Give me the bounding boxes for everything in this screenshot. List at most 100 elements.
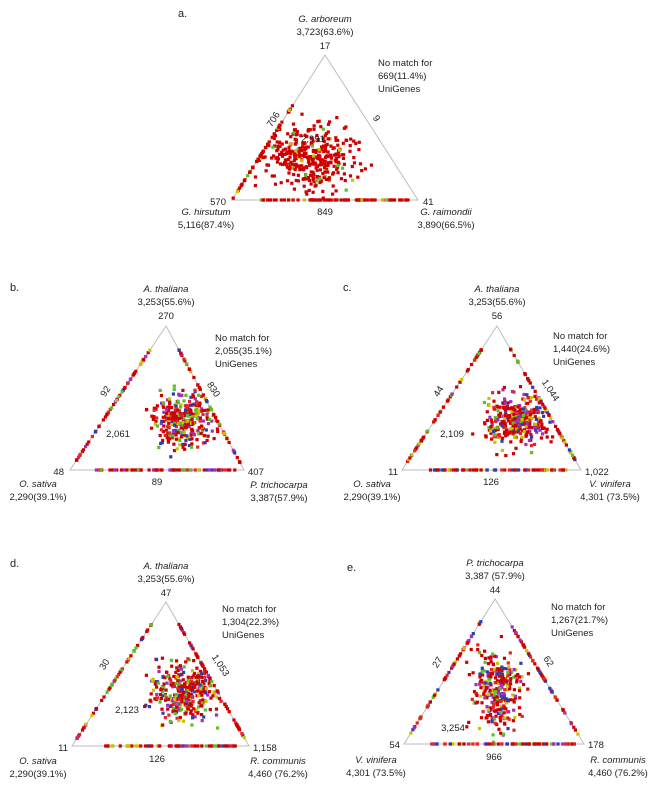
data-point bbox=[188, 468, 192, 472]
data-point bbox=[176, 677, 180, 681]
data-point bbox=[326, 163, 330, 167]
data-point bbox=[164, 428, 168, 432]
data-point bbox=[486, 681, 490, 685]
panel-label: b. bbox=[10, 282, 19, 294]
data-point bbox=[285, 179, 290, 183]
data-point bbox=[170, 423, 174, 427]
data-point bbox=[172, 421, 177, 425]
data-point bbox=[492, 435, 496, 439]
data-point bbox=[498, 411, 503, 415]
data-point bbox=[191, 393, 195, 397]
data-point bbox=[551, 435, 555, 439]
data-point bbox=[153, 682, 157, 686]
data-point bbox=[517, 468, 521, 472]
data-point bbox=[132, 649, 136, 653]
data-point bbox=[181, 692, 186, 696]
data-point bbox=[186, 413, 190, 418]
data-point bbox=[243, 178, 247, 182]
data-point bbox=[192, 412, 196, 416]
data-point bbox=[97, 424, 101, 428]
data-point bbox=[94, 468, 98, 472]
data-point bbox=[518, 431, 523, 436]
data-point bbox=[177, 707, 181, 711]
data-point bbox=[200, 744, 204, 748]
data-point bbox=[311, 170, 315, 174]
data-point bbox=[138, 468, 143, 472]
data-point bbox=[500, 436, 505, 440]
data-point bbox=[369, 198, 373, 202]
data-point bbox=[336, 165, 340, 169]
data-point bbox=[206, 417, 210, 421]
data-point bbox=[371, 198, 375, 202]
data-point bbox=[307, 188, 311, 192]
data-point bbox=[500, 424, 504, 428]
data-point bbox=[162, 424, 166, 428]
data-point bbox=[525, 422, 529, 426]
data-point bbox=[212, 692, 216, 696]
data-point bbox=[154, 468, 158, 472]
data-point bbox=[529, 444, 534, 448]
data-point bbox=[508, 672, 512, 676]
left-specific-count: 11 bbox=[388, 467, 398, 478]
data-point bbox=[198, 669, 202, 673]
data-point bbox=[147, 744, 151, 748]
data-point bbox=[291, 150, 295, 154]
data-point bbox=[483, 696, 487, 700]
data-point bbox=[253, 184, 257, 188]
data-point bbox=[201, 698, 205, 702]
data-point bbox=[255, 159, 259, 163]
data-point bbox=[494, 709, 498, 713]
data-point bbox=[151, 417, 155, 421]
data-point bbox=[289, 160, 293, 164]
data-point bbox=[165, 411, 169, 415]
data-point bbox=[168, 677, 172, 681]
data-point bbox=[160, 468, 164, 472]
data-point bbox=[195, 417, 199, 421]
data-point bbox=[239, 184, 243, 188]
data-point bbox=[548, 420, 552, 424]
data-point bbox=[136, 643, 140, 648]
data-point bbox=[291, 198, 295, 202]
data-point bbox=[512, 728, 516, 732]
data-point bbox=[564, 468, 568, 472]
data-point bbox=[491, 663, 495, 667]
data-point bbox=[563, 440, 567, 444]
data-point bbox=[208, 677, 212, 681]
data-point bbox=[180, 414, 184, 418]
data-point bbox=[525, 419, 529, 423]
data-point bbox=[506, 661, 510, 665]
data-point bbox=[331, 192, 335, 196]
data-point bbox=[170, 698, 174, 703]
data-point bbox=[298, 154, 302, 158]
data-point bbox=[502, 666, 506, 671]
data-point bbox=[159, 441, 163, 446]
data-point bbox=[272, 154, 276, 158]
data-point bbox=[294, 141, 298, 145]
center-count: 3,254 bbox=[441, 723, 465, 734]
data-point bbox=[504, 434, 508, 438]
data-point bbox=[442, 678, 446, 682]
data-point bbox=[333, 198, 337, 202]
data-point bbox=[177, 674, 181, 678]
data-point bbox=[197, 705, 201, 709]
data-point bbox=[460, 377, 464, 382]
data-point bbox=[102, 695, 106, 699]
data-point bbox=[296, 198, 300, 202]
right-edge-count: 1,053 bbox=[209, 653, 231, 679]
data-point bbox=[189, 704, 193, 708]
data-point bbox=[288, 165, 292, 169]
data-point bbox=[215, 726, 220, 730]
data-point bbox=[478, 675, 482, 679]
data-point bbox=[496, 661, 500, 665]
data-point bbox=[198, 419, 202, 423]
data-point bbox=[501, 692, 505, 696]
data-point bbox=[159, 428, 163, 432]
data-point bbox=[113, 468, 117, 472]
right-specific-count: 1,158 bbox=[253, 743, 277, 754]
data-point bbox=[275, 149, 279, 153]
data-point bbox=[184, 439, 188, 443]
data-point bbox=[445, 399, 449, 403]
data-point bbox=[126, 381, 130, 386]
data-point bbox=[197, 672, 201, 676]
data-point bbox=[464, 468, 469, 472]
